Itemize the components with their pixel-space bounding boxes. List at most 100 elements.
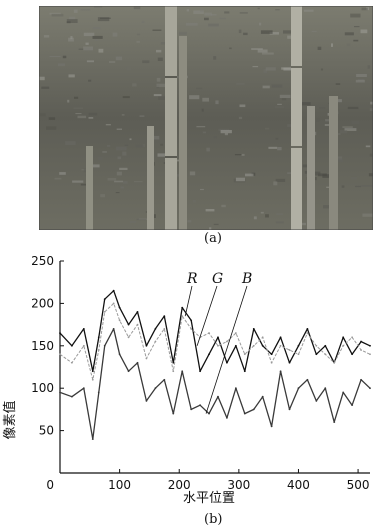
series-r-point [252,327,255,330]
series-b-point [112,327,115,330]
series-b-point [324,387,327,390]
series-b-point [103,344,106,347]
series-g-point [306,332,309,334]
x-tick-label: 100 [108,478,131,492]
series-g-line [59,302,371,381]
series-b-point [172,412,175,415]
series-label-b: B [241,271,252,287]
series-b-point [91,438,94,440]
series-g-point [333,361,336,364]
series-g-point [270,361,273,364]
series-r-point [306,327,309,330]
series-g-point [172,370,175,373]
series-g-point [324,353,327,356]
series-r-point [351,353,354,356]
series-b-point [306,378,309,381]
series-r-point [136,310,139,313]
series-b-point [252,408,255,411]
series-b-point [127,370,130,373]
series-g-point [342,344,345,347]
series-r-point [103,298,106,301]
series-g-point [145,357,148,360]
series-b-point [163,378,166,381]
series-r-point [315,353,318,356]
series-b-point [279,370,282,373]
series-r-point [127,323,130,326]
series-b-point [234,387,237,390]
series-g-point [59,353,61,356]
series-b-point [118,353,121,356]
annotation-leader-g [196,285,218,346]
series-g-point [112,302,115,305]
series-b-point [315,400,318,402]
series-b-point [351,404,354,407]
series-r-point [297,344,300,347]
series-g-point [288,349,291,351]
x-axis-label: 水平位置 [183,491,235,506]
series-r-point [288,361,291,364]
series-r-point [217,336,219,339]
series-g-point [103,310,106,313]
series-r-point [172,361,175,364]
series-g-point [127,336,130,339]
x-tick-label: 400 [287,478,310,492]
series-r-point [261,344,264,347]
series-g-point [190,327,193,330]
y-tick-label: 50 [39,424,54,438]
series-r-point [208,353,210,356]
series-r-point [324,344,327,347]
series-r-point [97,336,100,339]
series-b-point [199,404,201,407]
bamboo-stalks [86,6,338,230]
series-g-point [118,319,121,322]
series-r-point [82,327,85,330]
series-g-point [234,332,237,334]
series-b-point [226,416,228,419]
series-b-point [342,391,345,394]
series-b-point [243,412,246,415]
series-r-point [163,315,166,318]
series-r-point [369,344,371,347]
series-g-point [279,344,282,347]
series-b-point [360,378,362,381]
series-r-point [112,289,115,292]
y-tick-label: 150 [31,339,54,353]
series-g-point [297,353,300,356]
bamboo-photo [39,6,373,230]
series-b-point [181,370,184,373]
series-g-point [181,315,184,318]
series-g-point [136,323,139,326]
y-tick-label: 100 [31,381,54,395]
series-g-point [226,340,228,343]
series-g-point [82,344,85,347]
x-tick-label: 0 [46,478,54,492]
series-b-point [97,391,100,394]
series-g-point [217,344,219,347]
y-axis-label: 像素值 [2,400,18,439]
series-b-point [208,412,210,415]
series-b-point [71,395,73,398]
series-r-point [145,344,148,347]
series-b-point [333,421,336,424]
series-r-point [118,306,121,309]
axes: 50 100 150 200 250 0 100 200 300 400 500 [31,254,370,492]
series-r-point [360,340,362,343]
series-g-point [163,327,166,330]
series-g-point [252,344,255,347]
y-tick-label: 200 [31,296,54,310]
series-g-point [71,361,73,364]
series-g-point [315,344,318,347]
series-b-point [217,395,219,398]
series-b-line [59,328,371,440]
series-g-point [208,332,210,334]
series-g-point [243,353,246,356]
series-r-point [342,336,345,339]
x-tick-label: 200 [168,478,191,492]
series-g-point [91,378,94,381]
series-r-point [270,353,273,356]
caption-b: (b) [204,512,223,527]
series-r-point [190,319,193,322]
series-b-point [297,387,300,390]
series-g-point [351,336,354,339]
